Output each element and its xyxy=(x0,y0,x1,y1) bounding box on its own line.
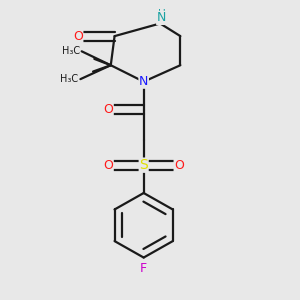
Text: H₃C: H₃C xyxy=(61,46,80,56)
Text: H₃C: H₃C xyxy=(60,74,78,84)
Text: O: O xyxy=(73,30,83,43)
Text: O: O xyxy=(103,159,113,172)
Text: O: O xyxy=(103,103,113,116)
Text: N: N xyxy=(157,11,166,24)
Text: N: N xyxy=(139,75,148,88)
Text: S: S xyxy=(139,158,148,172)
Text: O: O xyxy=(174,159,184,172)
Text: H: H xyxy=(158,9,165,19)
Text: F: F xyxy=(140,262,147,275)
